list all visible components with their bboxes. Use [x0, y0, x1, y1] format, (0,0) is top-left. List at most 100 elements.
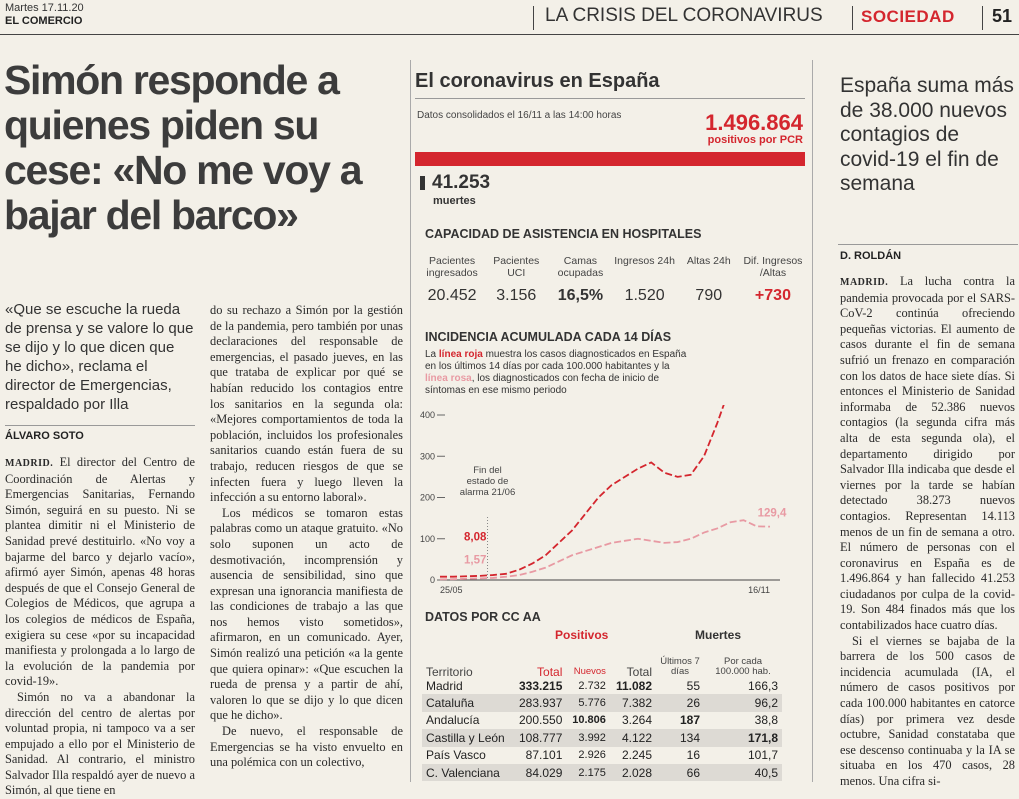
- divider: [982, 6, 983, 30]
- regions-table: Territorio Total Nuevos Total Últimos 7 días…: [422, 645, 782, 782]
- column-header: Por cada 100.000 hab.: [715, 656, 771, 677]
- table-cell: 16: [686, 748, 700, 763]
- stat-value: 3.156: [496, 287, 537, 304]
- byline: ÁLVARO SOTO: [5, 430, 84, 442]
- table-row: Castilla y León 108.777 3.992 4.122 134 171,8: [422, 729, 782, 747]
- positives-label: positivos por PCR: [707, 134, 803, 146]
- group-header: Muertes: [695, 628, 742, 642]
- table-cell: 84.029: [512, 763, 567, 782]
- positives: 1.496.864: [705, 110, 803, 135]
- stat: Altas 24h 790: [677, 255, 741, 305]
- table-cell: 2.175: [566, 763, 610, 782]
- column-header: Nuevos: [573, 666, 606, 677]
- paragraph-text: La lucha contra la pandemia provocada po…: [840, 274, 1015, 633]
- rule: [838, 244, 1018, 245]
- date: Martes 17.11.20: [5, 2, 84, 14]
- table-cell: C. Valenciana: [422, 763, 513, 782]
- rule: [415, 98, 805, 99]
- table-cell: 333.215: [518, 678, 563, 693]
- y-tick-label: 200: [420, 493, 435, 503]
- paragraph-text: El director del Centro de Coordinación d…: [5, 455, 195, 689]
- stat-label: Dif. Ingresos /Altas: [743, 255, 803, 279]
- divider: [852, 6, 853, 30]
- stat: Camas ocupadas 16,5%: [548, 255, 612, 305]
- table-row: País Vasco 87.101 2.926 2.245 16 101,7: [422, 747, 782, 764]
- paragraph-text: De nuevo, el responsable de Emergencias …: [210, 724, 403, 770]
- table-row: Andalucía 200.550 10.806 3.264 187 38,8: [422, 712, 782, 729]
- header-rule: [0, 34, 1019, 35]
- table-cell: 171,8: [704, 729, 782, 747]
- section: SOCIEDAD: [861, 7, 955, 26]
- table-row: Madrid 333.215 2.732 11.082 55 166,3: [422, 677, 782, 694]
- stat: Ingresos 24h 1.520: [613, 255, 677, 305]
- body-column: MADRID. La lucha contra la pandemia prov…: [840, 274, 1015, 790]
- y-tick-label: 400: [420, 410, 435, 420]
- date-note: Datos consolidados el 16/11 a las 14:00 …: [417, 110, 622, 121]
- stat-value: 20.452: [427, 287, 477, 304]
- table-cell: Madrid: [426, 678, 463, 693]
- dateline: MADRID.: [840, 277, 889, 288]
- table-cell: 7.382: [609, 694, 656, 712]
- table-cell: 5.776: [566, 694, 610, 712]
- section-title: CAPACIDAD DE ASISTENCIA EN HOSPITALES: [425, 227, 702, 241]
- paragraph: Si el viernes se bajaba de la barrera de…: [840, 634, 1015, 790]
- description-part: , los diagnosticados con fecha de inicio…: [425, 373, 660, 396]
- table-cell: 55: [686, 678, 700, 693]
- table-cell: 96,2: [704, 694, 782, 712]
- table-cell: 10.806: [572, 714, 606, 727]
- lede: «Que se escuche la rueda de prensa y se …: [5, 301, 194, 413]
- data-label: 129,4: [758, 508, 787, 520]
- table-cell: 38,8: [754, 713, 778, 728]
- stat-value: 790: [695, 287, 723, 304]
- page-number: 51: [992, 6, 1013, 26]
- table-cell: Castilla y León: [422, 729, 513, 747]
- table-cell: 26: [656, 694, 704, 712]
- stat: Dif. Ingresos /Altas +730: [741, 255, 805, 305]
- x-tick-label: 25/05: [440, 585, 463, 595]
- stat-value: 16,5%: [557, 287, 604, 304]
- chart-description: La línea roja muestra los casos diagnost…: [425, 349, 695, 397]
- stat-value: 1.520: [624, 287, 665, 304]
- description-part: línea roja: [438, 349, 483, 360]
- paragraph-text: Los médicos se tomaron estas palabras co…: [210, 505, 403, 723]
- side-headline: España suma más de 38.000 nuevos contagi…: [840, 74, 1014, 195]
- table-cell: 108.777: [512, 729, 567, 747]
- table-cell: 87.101: [525, 748, 563, 763]
- body-column: do su rechazo a Simón por la gestión de …: [210, 303, 403, 771]
- column-rule: [410, 60, 411, 782]
- table-cell: 66: [656, 763, 704, 782]
- stat-label: Pacientes ingresados: [426, 255, 478, 279]
- dateline: MADRID.: [5, 458, 54, 469]
- column-header: Últimos 7 días: [660, 656, 700, 677]
- section-topic: LA CRISIS DEL CORONAVIRUS: [545, 5, 823, 26]
- column-header: Total: [537, 665, 563, 679]
- table-cell: 134: [656, 729, 704, 747]
- data-label: 1,57: [464, 554, 486, 566]
- bullet: [420, 176, 425, 190]
- group-header: Positivos: [555, 628, 609, 642]
- section-title: INCIDENCIA ACUMULADA CADA 14 DÍAS: [425, 330, 672, 344]
- table-row: Cataluña 283.937 5.776 7.382 26 96,2: [422, 694, 782, 712]
- header-row: Territorio Total Nuevos Total Últimos 7 días…: [422, 645, 782, 679]
- byline: D. ROLDÁN: [840, 250, 902, 262]
- table-cell: 11.082: [615, 678, 652, 693]
- table-cell: 166,3: [747, 678, 778, 693]
- paper-name: EL COMERCIO: [5, 15, 83, 27]
- table-cell: 3.992: [566, 729, 610, 747]
- paragraph: MADRID. El director del Centro de Coordi…: [5, 455, 195, 690]
- rule: [5, 425, 195, 426]
- chart: 0 100 200 300 400 25/05 16/11 Fin del estado de a…: [420, 405, 787, 595]
- paragraph-text: Si el viernes se bajaba de la barrera de…: [840, 633, 1015, 788]
- description-part: línea rosa: [425, 373, 472, 384]
- stat-label: Ingresos 24h: [614, 255, 675, 267]
- stat-label: Altas 24h: [686, 255, 731, 267]
- section-title: DATOS POR CC AA: [425, 610, 541, 624]
- description-part: La: [425, 349, 439, 360]
- stat: Pacientes UCI 3.156: [484, 255, 548, 305]
- table-cell: 2.926: [578, 749, 606, 762]
- y-tick-label: 300: [420, 451, 435, 461]
- stat: Pacientes ingresados 20.452: [420, 255, 484, 305]
- paragraph-text: do su rechazo a Simón por la gestión de …: [210, 303, 403, 505]
- table-cell: 200.550: [518, 713, 563, 728]
- table-cell: 283.937: [512, 694, 567, 712]
